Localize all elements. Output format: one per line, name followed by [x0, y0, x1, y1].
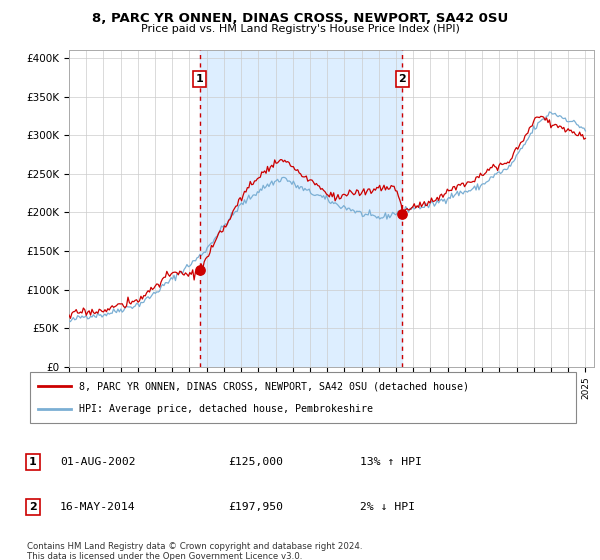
Point — [195, 266, 205, 275]
Text: 8, PARC YR ONNEN, DINAS CROSS, NEWPORT, SA42 0SU (detached house): 8, PARC YR ONNEN, DINAS CROSS, NEWPORT, … — [79, 381, 469, 391]
Text: 16-MAY-2014: 16-MAY-2014 — [60, 502, 136, 512]
Text: 1: 1 — [29, 457, 37, 467]
Text: HPI: Average price, detached house, Pembrokeshire: HPI: Average price, detached house, Pemb… — [79, 404, 373, 414]
Point — [398, 209, 407, 218]
Text: 2% ↓ HPI: 2% ↓ HPI — [360, 502, 415, 512]
Text: 8, PARC YR ONNEN, DINAS CROSS, NEWPORT, SA42 0SU: 8, PARC YR ONNEN, DINAS CROSS, NEWPORT, … — [92, 12, 508, 25]
Text: Price paid vs. HM Land Registry's House Price Index (HPI): Price paid vs. HM Land Registry's House … — [140, 24, 460, 34]
Text: £197,950: £197,950 — [228, 502, 283, 512]
Text: 2: 2 — [398, 74, 406, 84]
Text: 13% ↑ HPI: 13% ↑ HPI — [360, 457, 422, 467]
FancyBboxPatch shape — [30, 372, 576, 423]
Text: 1: 1 — [196, 74, 203, 84]
Text: 01-AUG-2002: 01-AUG-2002 — [60, 457, 136, 467]
Text: 2: 2 — [29, 502, 37, 512]
Text: £125,000: £125,000 — [228, 457, 283, 467]
Bar — [200, 50, 403, 367]
Text: Contains HM Land Registry data © Crown copyright and database right 2024.
This d: Contains HM Land Registry data © Crown c… — [27, 542, 362, 560]
